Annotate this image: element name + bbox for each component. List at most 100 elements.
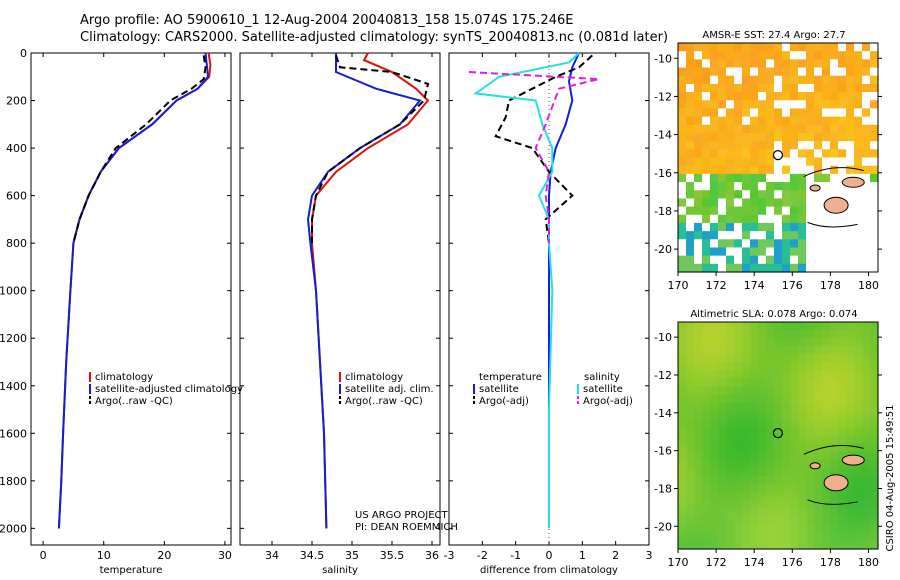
map-cell [774, 116, 783, 126]
map-cell [742, 532, 751, 542]
map-cell [830, 149, 839, 159]
map-cell [694, 411, 703, 420]
map-cell [862, 370, 871, 380]
map-cell [694, 67, 703, 77]
map-cell [790, 190, 799, 199]
map-cell [734, 330, 743, 339]
map-cell [782, 419, 791, 428]
map-cell [726, 435, 735, 445]
map-cell [846, 419, 855, 428]
map-cell [854, 100, 863, 110]
map-cell [806, 51, 815, 60]
map-cell [678, 443, 687, 453]
map-cell [710, 132, 719, 142]
map-cell [750, 43, 759, 52]
map-cell [854, 500, 863, 510]
map-cell [862, 427, 871, 437]
map-cell [758, 92, 767, 101]
map-cell [686, 354, 695, 364]
map-cell [798, 67, 807, 77]
map-cell [766, 173, 775, 183]
y-tick-label: 1400 [0, 380, 27, 393]
map-cell [782, 508, 791, 518]
map-cell [710, 540, 719, 550]
map-cell [814, 467, 823, 477]
map-cell [718, 165, 727, 175]
map-cell [822, 524, 831, 534]
map-cell [686, 67, 695, 77]
map-cell [870, 386, 879, 396]
title-line-2: Climatology: CARS2000. Satellite-adjuste… [80, 30, 669, 45]
map-cell [718, 484, 727, 493]
map-cell [726, 484, 735, 493]
map-cell [782, 43, 791, 52]
map-cell [782, 59, 791, 69]
map-cell [726, 83, 735, 93]
map-cell [854, 263, 863, 273]
map-cell [750, 83, 759, 93]
map-cell [726, 132, 735, 142]
map-cell [702, 239, 711, 249]
map-cell [798, 263, 807, 273]
map-cell [822, 386, 831, 396]
map-cell [774, 500, 783, 510]
map-cell [718, 239, 727, 249]
map-cell [854, 492, 863, 501]
map-cell [686, 59, 695, 69]
map-cell [710, 59, 719, 69]
map-cell [766, 157, 775, 167]
map-cell [734, 338, 743, 347]
map-cell [774, 67, 783, 77]
map-cell [838, 132, 847, 142]
map-cell [734, 467, 743, 477]
map-cell [734, 386, 743, 396]
map-cell [766, 500, 775, 510]
map-cell [726, 451, 735, 461]
map-cell [702, 419, 711, 428]
map-cell [718, 59, 727, 69]
map-cell [822, 516, 831, 526]
map-cell [686, 149, 695, 159]
map-cell [798, 394, 807, 404]
map-cell [838, 435, 847, 445]
map-cell [846, 100, 855, 110]
map-cell [710, 427, 719, 437]
x-axis-label: difference from climatology [480, 565, 618, 576]
map-cell [750, 508, 759, 518]
map-cell [830, 239, 839, 249]
map-cell [702, 370, 711, 380]
x-tick-label: 1 [579, 549, 586, 562]
map-cell [790, 500, 799, 510]
map-cell [694, 354, 703, 364]
series-temperature-satellite [548, 52, 580, 505]
map-cell [686, 239, 695, 249]
map-cell [718, 206, 727, 216]
map-cell [870, 190, 879, 199]
map-cell [750, 124, 759, 134]
map-cell [854, 108, 863, 118]
map-cell [814, 214, 823, 224]
map-cell [686, 263, 695, 273]
map-cell [686, 141, 695, 150]
map-cell [750, 247, 759, 257]
map-cell [734, 411, 743, 420]
map-cell [766, 247, 775, 257]
map-cell [806, 132, 815, 142]
map-cell [798, 182, 807, 191]
map-cell [838, 459, 847, 469]
map-cell [694, 484, 703, 493]
map-cell [726, 540, 735, 550]
map-cell [694, 92, 703, 101]
map-cell [830, 394, 839, 404]
y-tick-label: 1200 [0, 332, 27, 345]
map-cell [838, 394, 847, 404]
map-cell [750, 354, 759, 364]
map-cell [726, 532, 735, 542]
map-cell [782, 532, 791, 542]
map-cell [846, 370, 855, 380]
map-cell [750, 459, 759, 469]
map-cell [798, 322, 807, 331]
map-cell [742, 231, 751, 240]
map-cell [694, 190, 703, 199]
map-cell [862, 206, 871, 216]
